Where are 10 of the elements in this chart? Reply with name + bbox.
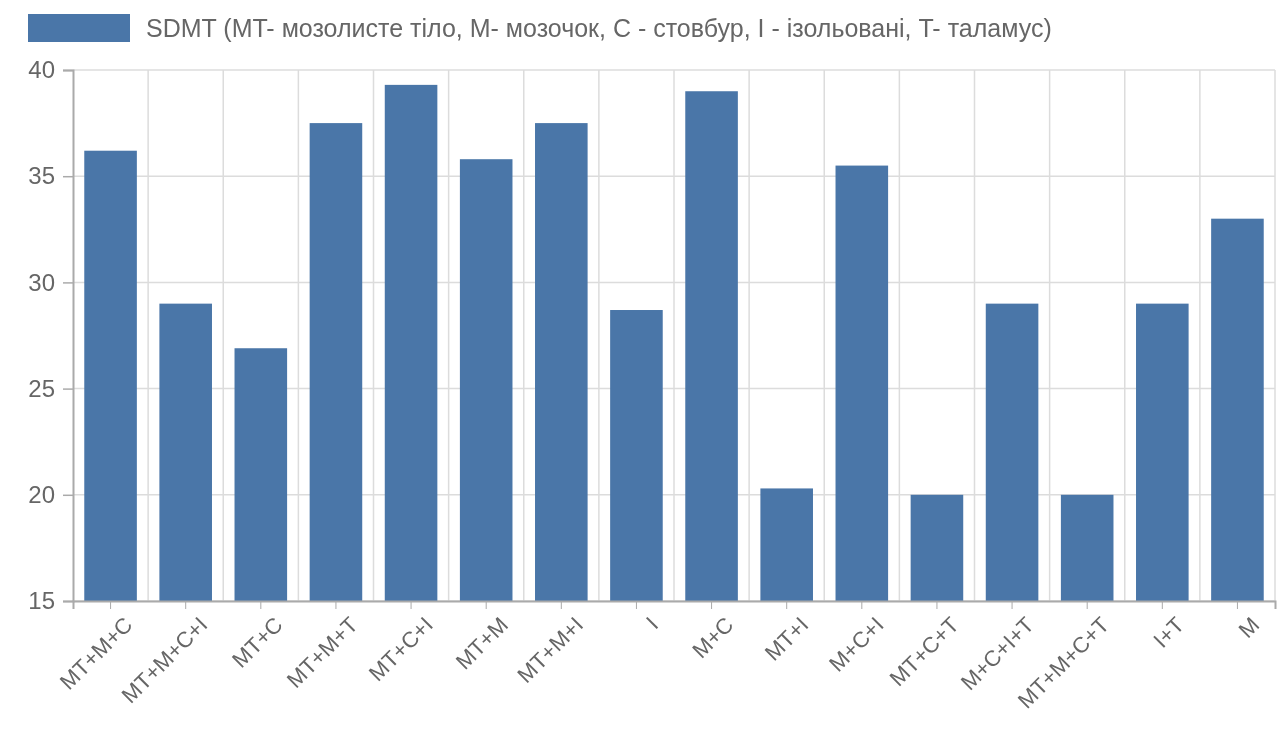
x-tick-label: I [641, 612, 664, 635]
y-tick-label: 25 [28, 374, 55, 402]
legend-label: SDMT (MT- мозолисте тіло, M- мозочок, C - стовбур, I - ізольовані, T- таламус) [146, 14, 1052, 42]
y-tick-label: 20 [28, 480, 55, 508]
y-tick-label: 15 [28, 587, 55, 615]
x-tick-label: I+T [1148, 612, 1190, 653]
y-tick-label: 30 [28, 268, 55, 296]
y-tick-label: 35 [28, 162, 55, 190]
y-tick-label: 40 [28, 56, 55, 84]
x-tick-label: M [1233, 612, 1265, 643]
